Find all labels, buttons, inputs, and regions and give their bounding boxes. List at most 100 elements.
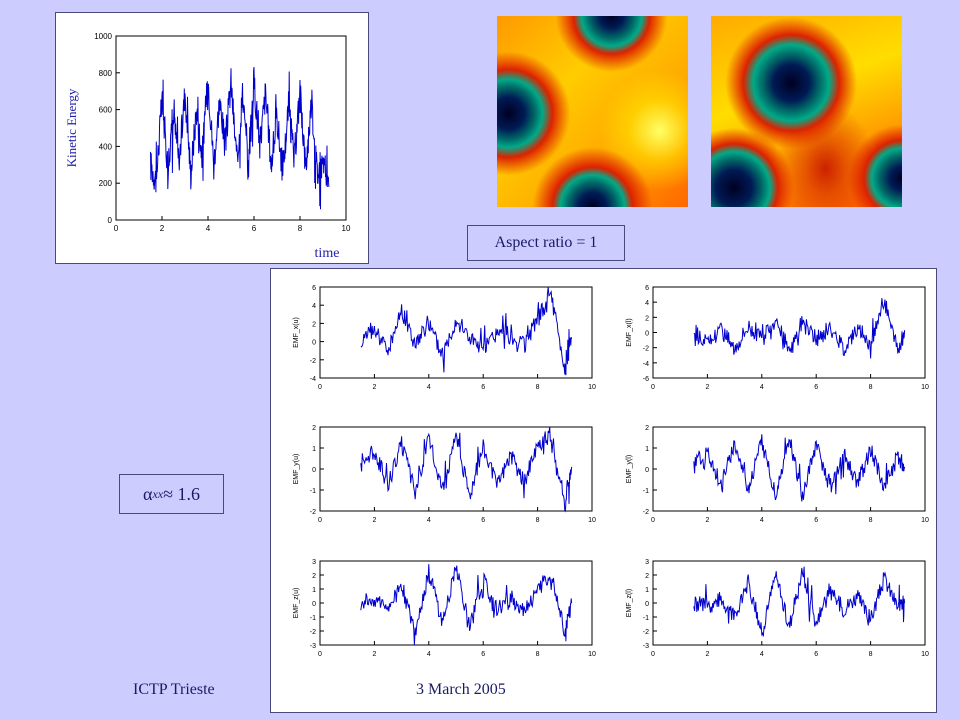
y-tick-label: -1: [643, 488, 649, 495]
x-tick-label: 6: [814, 384, 818, 391]
chart-6: 0 2 4 6 8 10 -3 -2 -1 0 1 2 3 EMF_z(l): [626, 559, 929, 658]
alpha-subscript: xx: [152, 486, 164, 501]
series-line: [693, 566, 906, 637]
x-tick-label: 10: [921, 651, 929, 658]
y-tick-label: 0: [645, 601, 649, 608]
y-tick-label: 400: [99, 142, 113, 151]
y-tick-label: 0: [312, 340, 316, 347]
kinetic-energy-panel: 0 2 4 6 8 10 0 200 400 600 800 1000 Kinetic Energy ti…: [55, 12, 369, 264]
y-tick-label: 2: [312, 573, 316, 580]
x-tick-label: 8: [536, 651, 540, 658]
y-tick-label: -4: [310, 376, 316, 383]
y-tick-label: 2: [645, 425, 649, 432]
x-tick-label: 2: [372, 384, 376, 391]
x-tick-label: 8: [298, 224, 303, 233]
y-axis-label: EMF_x(l): [626, 318, 633, 346]
x-axis-label: time: [315, 246, 340, 261]
footer-center: 3 March 2005: [416, 681, 506, 698]
y-tick-label: -2: [310, 358, 316, 365]
y-axis-label: EMF_x(u): [293, 317, 300, 348]
x-tick-label: 4: [427, 517, 431, 524]
x-tick-label: 6: [481, 651, 485, 658]
chart-1: 0 2 4 6 8 10 -4 -2 0 2 4 6 EMF_x(u): [293, 285, 596, 391]
y-tick-label: 1000: [94, 32, 112, 41]
x-tick-label: 8: [869, 517, 873, 524]
chart-2: 0 2 4 6 8 10 -6 -4 -2 0 2 4 6 EMF_x(l): [626, 285, 929, 391]
x-tick-label: 2: [160, 224, 165, 233]
x-tick-label: 2: [705, 384, 709, 391]
x-tick-label: 4: [760, 384, 764, 391]
y-tick-label: -1: [643, 615, 649, 622]
x-tick-label: 4: [760, 517, 764, 524]
y-tick-label: 1: [645, 446, 649, 453]
y-axis-label: EMF_z(l): [626, 589, 633, 617]
chart-0: 0 2 4 6 8 10 0 200 400 600 800 1000 Kinetic Energy: [64, 32, 351, 233]
y-axis-label: EMF_y(u): [293, 454, 300, 485]
plot-frame: [319, 286, 593, 379]
x-tick-label: 0: [318, 651, 322, 658]
y-tick-label: 2: [312, 425, 316, 432]
x-tick-label: 10: [588, 517, 596, 524]
y-tick-label: 1: [312, 587, 316, 594]
x-tick-label: 10: [588, 384, 596, 391]
y-tick-label: 3: [312, 559, 316, 566]
y-tick-label: 800: [99, 69, 113, 78]
chart-3: 0 2 4 6 8 10 -2 -1 0 1 2 EMF_y(u): [293, 425, 596, 524]
emf-panel: 0 2 4 6 8 10 -4 -2 0 2 4 6 EMF_x(u) 0 2 4 6 8 10 -6 -4 -2 0 2 4 6…: [270, 268, 937, 713]
y-tick-label: 0: [645, 331, 649, 338]
y-tick-label: 200: [99, 179, 113, 188]
y-tick-label: -2: [310, 509, 316, 516]
series-line: [360, 286, 573, 376]
y-tick-label: -2: [643, 629, 649, 636]
x-tick-label: 2: [372, 651, 376, 658]
chart-4: 0 2 4 6 8 10 -2 -1 0 1 2 EMF_y(l): [626, 425, 929, 524]
x-tick-label: 4: [206, 224, 211, 233]
y-tick-label: -1: [310, 615, 316, 622]
x-tick-label: 10: [921, 517, 929, 524]
x-tick-label: 10: [588, 651, 596, 658]
x-tick-label: 0: [318, 384, 322, 391]
x-tick-label: 4: [427, 384, 431, 391]
y-tick-label: 4: [645, 300, 649, 307]
alpha-value: ≈ 1.6: [163, 483, 200, 504]
kinetic-energy-chart: 0 2 4 6 8 10 0 200 400 600 800 1000 Kinetic Energy ti…: [64, 32, 351, 261]
y-tick-label: 2: [645, 573, 649, 580]
x-tick-label: 4: [427, 651, 431, 658]
plot-frame: [652, 286, 926, 379]
x-tick-label: 10: [342, 224, 351, 233]
x-tick-label: 0: [114, 224, 119, 233]
x-tick-label: 6: [481, 517, 485, 524]
series-line: [693, 434, 906, 502]
vorticity-heatmap-right: [711, 16, 902, 207]
series-line: [693, 298, 906, 359]
y-tick-label: -6: [643, 376, 649, 383]
y-axis-label: Kinetic Energy: [64, 88, 79, 167]
y-tick-label: 600: [99, 106, 113, 115]
y-tick-label: 4: [312, 303, 316, 310]
y-tick-label: 0: [108, 216, 113, 225]
y-tick-label: 1: [312, 446, 316, 453]
aspect-ratio-text: Aspect ratio = 1: [494, 234, 598, 251]
x-tick-label: 6: [814, 651, 818, 658]
plot-frame: [115, 35, 347, 221]
x-tick-label: 6: [252, 224, 257, 233]
series-line: [150, 67, 330, 210]
series-line: [360, 564, 573, 646]
aspect-ratio-label: Aspect ratio = 1: [467, 225, 625, 261]
y-tick-label: -4: [643, 361, 649, 368]
vorticity-heatmap-left: [497, 16, 688, 207]
plot-frame: [319, 426, 593, 512]
x-tick-label: 8: [869, 651, 873, 658]
y-tick-label: 0: [312, 467, 316, 474]
x-tick-label: 0: [651, 384, 655, 391]
y-tick-label: -1: [310, 488, 316, 495]
alpha-symbol: α: [143, 483, 153, 504]
plot-frame: [319, 560, 593, 646]
y-tick-label: 2: [645, 315, 649, 322]
y-tick-label: -3: [643, 643, 649, 650]
y-tick-label: 0: [645, 467, 649, 474]
y-tick-label: -2: [643, 346, 649, 353]
x-tick-label: 2: [705, 651, 709, 658]
alpha-coefficient-label: α xx ≈ 1.6: [119, 474, 224, 514]
